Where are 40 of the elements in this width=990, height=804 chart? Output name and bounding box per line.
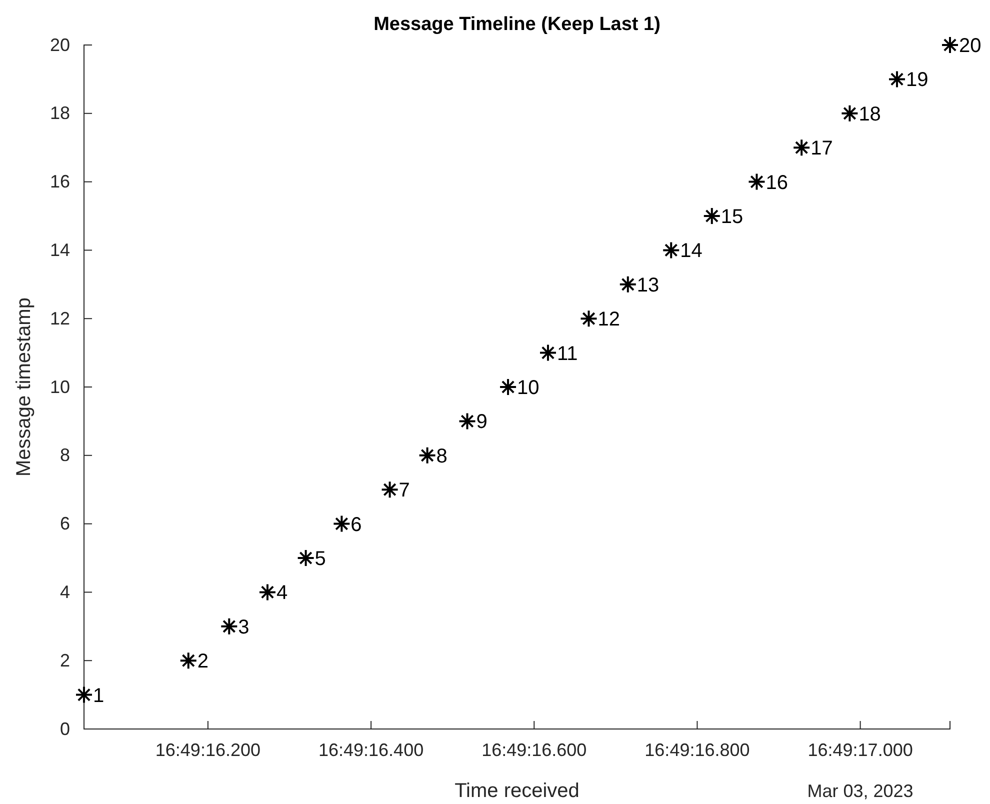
data-label: 9 <box>476 411 488 434</box>
y-tick-label: 2 <box>60 650 70 670</box>
text: Mar 03, 2023 <box>807 781 914 801</box>
x-tick-label: 16:49:17.000 <box>808 740 913 760</box>
y-tick-label: 14 <box>50 240 70 260</box>
data-label: 8 <box>436 445 448 468</box>
x-tick-label: 16:49:16.400 <box>318 740 424 760</box>
data-label: 2 <box>197 650 208 673</box>
data-label: 17 <box>810 138 833 160</box>
data-label: 10 <box>517 377 540 399</box>
y-tick-label: 6 <box>60 514 70 534</box>
chart-title: Message Timeline (Keep Last 1) <box>374 14 660 35</box>
y-tick-label: 18 <box>50 103 70 124</box>
data-label: 19 <box>906 69 928 92</box>
data-label: 20 <box>959 35 982 57</box>
x-tick-label: 16:49:16.600 <box>482 740 587 760</box>
data-label: 11 <box>556 342 578 365</box>
y-tick-label: 4 <box>60 582 70 602</box>
data-label: 1 <box>93 684 104 707</box>
y-tick-label: 12 <box>50 308 70 328</box>
data-label: 16 <box>766 172 788 194</box>
data-label: 3 <box>238 616 250 638</box>
x-tick-label: 16:49:16.200 <box>155 740 260 760</box>
data-label: 7 <box>398 480 410 502</box>
data-label: 18 <box>858 103 881 126</box>
x-tick-label: 16:49:16.800 <box>644 740 750 760</box>
y-tick-label: 16 <box>50 172 70 192</box>
y-tick-label: 8 <box>60 445 70 466</box>
x-axis-title: Time received <box>454 780 580 802</box>
data-label: 6 <box>350 514 362 536</box>
data-label: 15 <box>720 206 744 228</box>
data-label: 5 <box>314 548 326 570</box>
y-axis-title: Message timestamp <box>13 298 35 476</box>
data-label: 4 <box>276 582 288 604</box>
y-tick-label: 20 <box>50 34 70 55</box>
data-label: 13 <box>636 274 660 296</box>
y-tick-label: 10 <box>50 376 70 397</box>
data-label: 14 <box>680 240 702 262</box>
y-tick-label: 0 <box>60 718 70 739</box>
data-label: 12 <box>598 308 620 331</box>
